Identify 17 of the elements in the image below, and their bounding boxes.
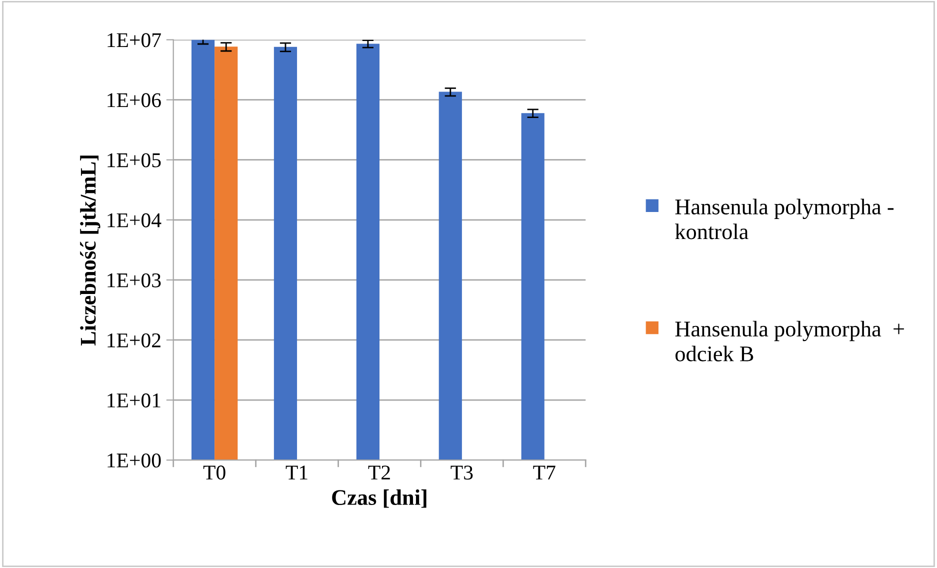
y-tick-label: 1E+02 xyxy=(108,333,160,348)
y-tick-label: 1E+06 xyxy=(108,93,161,108)
y-axis-title: Liczebność [jtk/mL] xyxy=(80,156,100,346)
x-tick-label: T3 xyxy=(450,466,473,480)
legend-label: Hansenula polymorpha + odciek B xyxy=(675,320,904,362)
x-tick-label: T1 xyxy=(286,466,308,480)
y-tick-label: 1E+03 xyxy=(108,273,161,288)
y-tick-label: 1E+04 xyxy=(108,213,162,228)
x-tick-label: T7 xyxy=(533,466,556,480)
legend-label: Hansenula polymorpha - kontrola xyxy=(675,198,894,240)
y-tick-label: 1E+01 xyxy=(108,393,160,408)
y-tick-label: 1E+07 xyxy=(108,33,161,48)
y-tick-label: 1E+00 xyxy=(108,453,161,468)
x-tick-label: T2 xyxy=(368,466,390,480)
y-tick-label: 1E+05 xyxy=(108,153,161,168)
x-axis-title: Czas [dni] xyxy=(332,489,426,508)
x-tick-label: T0 xyxy=(203,466,226,480)
